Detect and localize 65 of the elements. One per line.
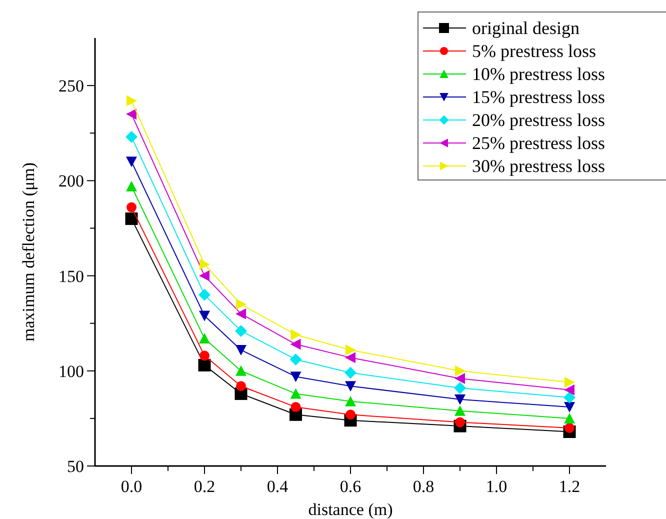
point xyxy=(290,329,302,340)
x-tick-label: 0.0 xyxy=(120,477,142,496)
point xyxy=(199,310,210,322)
point xyxy=(200,350,210,361)
point xyxy=(345,396,356,406)
legend-label: original design xyxy=(472,18,580,38)
point xyxy=(235,324,247,337)
point xyxy=(564,402,575,413)
point xyxy=(236,365,246,376)
point xyxy=(126,95,137,106)
point xyxy=(236,344,246,356)
point xyxy=(126,156,137,168)
legend-label: 30% prestress loss xyxy=(472,156,605,176)
point xyxy=(564,376,575,388)
point xyxy=(236,298,246,310)
legend-label: 20% prestress loss xyxy=(472,110,605,130)
legend-label: 15% prestress loss xyxy=(472,87,605,107)
y-axis-title: maximum deflection (μm) xyxy=(19,162,38,342)
point xyxy=(344,366,356,379)
point xyxy=(454,405,466,416)
point xyxy=(346,410,356,420)
point xyxy=(199,270,210,282)
y-tick-label: 50 xyxy=(67,457,84,476)
point xyxy=(126,202,136,212)
point xyxy=(290,388,302,399)
legend-label: 10% prestress loss xyxy=(472,64,605,84)
point xyxy=(454,382,466,394)
x-tick-label: 0.8 xyxy=(412,477,434,496)
point xyxy=(455,365,466,376)
point xyxy=(454,373,465,384)
point xyxy=(125,212,138,225)
point xyxy=(126,108,136,120)
point xyxy=(564,422,574,433)
point xyxy=(236,308,246,320)
x-axis-title: distance (m) xyxy=(308,500,393,519)
x-tick-label: 1.2 xyxy=(558,477,580,496)
point xyxy=(454,394,466,405)
point xyxy=(200,258,210,270)
point xyxy=(564,412,575,424)
point xyxy=(198,288,210,301)
x-tick-label: 0.4 xyxy=(266,477,289,496)
point xyxy=(199,333,210,344)
point xyxy=(126,180,137,192)
point xyxy=(126,130,138,143)
x-tick-label: 0.2 xyxy=(194,477,216,496)
point xyxy=(345,381,356,392)
x-tick-label: 1.0 xyxy=(486,477,508,496)
point xyxy=(564,384,574,396)
x-tick-label: 0.6 xyxy=(340,477,362,496)
y-tick-label: 200 xyxy=(58,172,84,191)
point xyxy=(455,417,465,428)
point xyxy=(290,353,302,366)
point xyxy=(290,372,302,382)
legend-label: 25% prestress loss xyxy=(472,133,605,153)
point xyxy=(290,338,301,350)
point xyxy=(564,392,576,404)
y-tick-label: 250 xyxy=(58,76,84,96)
y-tick-label: 150 xyxy=(58,266,84,286)
point xyxy=(346,344,356,356)
point xyxy=(345,352,356,364)
y-tick-label: 100 xyxy=(58,362,84,381)
point xyxy=(198,358,211,372)
legend-label: 5% prestress loss xyxy=(472,41,596,61)
point xyxy=(290,402,301,412)
point xyxy=(236,381,246,392)
